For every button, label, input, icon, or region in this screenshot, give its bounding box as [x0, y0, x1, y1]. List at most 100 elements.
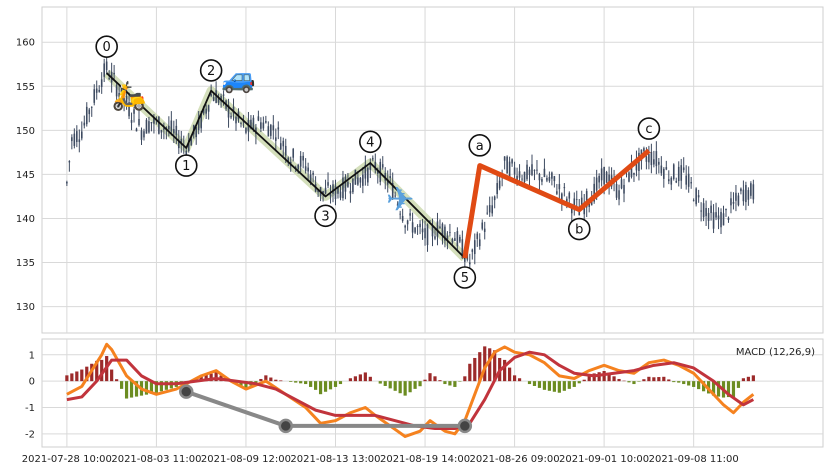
candle-body — [690, 182, 692, 184]
macd-histogram-bar — [438, 380, 442, 382]
macd-histogram-bar — [328, 381, 333, 390]
candle-body — [595, 177, 598, 191]
candle-body — [451, 238, 454, 243]
candle-body — [391, 183, 394, 199]
candle-body — [158, 116, 160, 134]
candle-body — [76, 131, 78, 142]
candle-body — [369, 164, 372, 170]
candle-body — [705, 208, 707, 217]
wave-label-circle — [95, 35, 118, 58]
macd-histogram-bar — [129, 381, 134, 398]
price-y-tick-label: 150 — [16, 126, 35, 137]
wave-label: c — [645, 122, 652, 137]
candle-body — [538, 173, 541, 181]
candle-body — [232, 106, 235, 114]
candle-body — [523, 171, 526, 182]
macd-histogram-bar — [632, 381, 636, 385]
candle-body — [133, 109, 135, 114]
macd-y-tick-label: -1 — [25, 403, 35, 414]
macd-histogram-bar — [299, 381, 303, 384]
candle-body — [747, 190, 750, 200]
candle-body — [145, 119, 148, 134]
candle-body — [257, 116, 260, 121]
candle-body — [372, 157, 374, 160]
macd-histogram-bar — [547, 381, 552, 391]
candle-body — [260, 122, 262, 129]
candle-body — [645, 156, 648, 162]
candle-body — [650, 151, 653, 166]
candlestick-series — [66, 56, 755, 273]
candle-body — [623, 184, 625, 194]
macd-histogram-bar — [115, 379, 119, 382]
macd-histogram-bar — [697, 381, 701, 390]
candle-body — [700, 210, 702, 212]
macd-y-axis: -2 -1 0 1 — [25, 350, 35, 440]
candle-body — [740, 188, 742, 192]
price-panel: 130 135 140 145 150 155 160 🛵 🚙 ✈ 0 1 2 3 4 5 a b c — [16, 6, 824, 334]
candle-body — [580, 197, 583, 208]
macd-histogram-bar — [353, 376, 357, 382]
candle-body — [439, 226, 441, 228]
macd-histogram-bar — [159, 381, 163, 392]
macd-histogram-bar — [244, 381, 248, 389]
candle-body — [359, 177, 362, 183]
candle-body — [275, 137, 277, 141]
candle-body — [175, 125, 178, 136]
price-y-tick-label: 155 — [16, 82, 35, 93]
candle-body — [406, 220, 409, 225]
macd-histogram-bar — [348, 378, 353, 382]
candle-body — [227, 105, 230, 118]
candle-body — [725, 208, 727, 211]
candle-body — [735, 192, 737, 201]
candle-body — [745, 185, 747, 203]
price-y-tick-label: 140 — [16, 214, 35, 225]
candle-body — [362, 174, 364, 186]
candle-body — [71, 137, 73, 142]
macd-histogram-bar — [552, 381, 556, 392]
candle-body — [153, 117, 155, 124]
candle-body — [436, 221, 439, 237]
macd-histogram-bar — [309, 381, 313, 387]
candle-body — [187, 140, 190, 151]
macd-histogram-bar — [264, 375, 268, 382]
candle-body — [217, 97, 220, 103]
macd-histogram-bar — [572, 381, 576, 387]
candle-body — [324, 187, 327, 194]
candle-body — [344, 176, 347, 192]
candle-body — [697, 195, 700, 198]
candle-body — [416, 226, 419, 227]
x-axis: 2021-07-28 10:00 2021-08-03 11:00 2021-08-… — [22, 454, 739, 465]
macd-histogram-bar — [453, 381, 457, 387]
candle-body — [138, 118, 140, 126]
candle-body — [737, 195, 740, 206]
wave-label: 1 — [182, 159, 190, 174]
macd-histogram-bar — [607, 373, 611, 382]
candle-body — [605, 171, 608, 183]
macd-histogram-bar — [537, 381, 542, 388]
price-panel-background — [41, 6, 824, 334]
candle-body — [526, 164, 528, 180]
macd-histogram-bar — [274, 379, 278, 382]
candle-body — [717, 215, 720, 220]
wave-label-circle — [359, 130, 382, 154]
corrective-wave-line — [462, 148, 651, 259]
candle-body — [585, 191, 588, 208]
macd-histogram-bar — [393, 381, 397, 391]
candle-body — [536, 169, 538, 171]
macd-histogram-bar — [647, 376, 651, 382]
macd-histogram-bar — [677, 381, 681, 383]
macd-histogram-bar — [304, 381, 308, 385]
candle-body — [177, 140, 180, 149]
candle-body — [386, 178, 389, 185]
macd-histogram-bar — [627, 381, 631, 383]
macd-histogram-bar — [652, 377, 656, 382]
macd-histogram-bar — [682, 381, 686, 385]
candle-body — [130, 120, 133, 123]
macd-histogram-bar — [408, 381, 412, 393]
macd-histogram-bar — [149, 381, 154, 394]
candle-body — [454, 238, 456, 241]
wave-label: 5 — [461, 271, 469, 286]
candle-body — [620, 179, 623, 189]
wave-label: 4 — [366, 135, 374, 150]
